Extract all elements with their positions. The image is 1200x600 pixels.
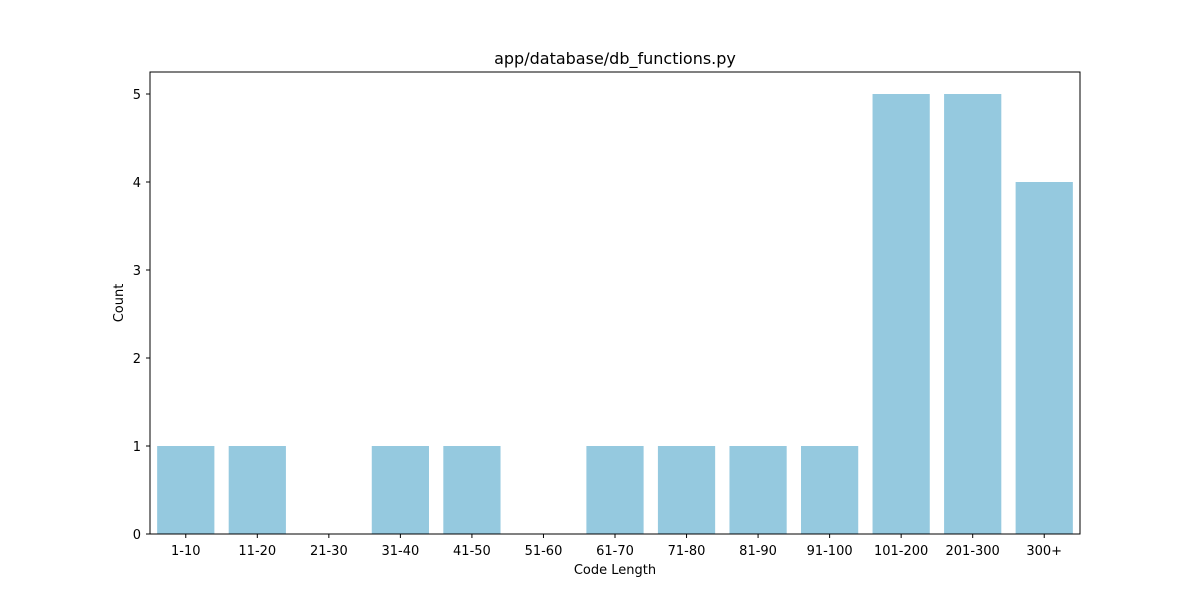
bar-300+ xyxy=(1015,182,1073,534)
bar-71-80 xyxy=(657,446,716,534)
x-tick-label: 300+ xyxy=(1026,544,1062,559)
y-tick-label: 2 xyxy=(133,352,141,367)
x-tick-label: 61-70 xyxy=(596,544,634,559)
y-tick-label: 4 xyxy=(133,176,141,191)
bar-101-200 xyxy=(872,94,930,534)
y-tick-label: 3 xyxy=(133,264,141,279)
y-tick-label: 1 xyxy=(133,440,141,455)
bar-61-70 xyxy=(586,446,644,534)
bar-41-50 xyxy=(443,446,501,534)
x-tick-label: 41-50 xyxy=(453,544,491,559)
x-tick-label: 91-100 xyxy=(807,544,853,559)
chart-title: app/database/db_functions.py xyxy=(494,49,736,69)
bar-11-20 xyxy=(228,446,286,534)
bar-201-300 xyxy=(944,94,1002,534)
x-axis: 1-10 11-20 21-30 31-40 41-50 51-60 61-70 71-80 8… xyxy=(171,534,1062,559)
x-tick-label: 51-60 xyxy=(525,544,563,559)
x-tick-label: 21-30 xyxy=(310,544,348,559)
y-axis-label: Count xyxy=(112,284,127,323)
bar-1-10 xyxy=(157,446,215,534)
bar-91-100 xyxy=(801,446,859,534)
bar-81-90 xyxy=(729,446,787,534)
y-axis: 0 1 2 3 4 5 xyxy=(133,88,150,543)
x-tick-label: 1-10 xyxy=(171,544,201,559)
x-tick-label: 101-200 xyxy=(874,544,928,559)
x-tick-label: 31-40 xyxy=(381,544,419,559)
bars-group xyxy=(157,94,1073,534)
x-tick-label: 81-90 xyxy=(739,544,777,559)
bar-31-40 xyxy=(371,446,429,534)
y-tick-label: 5 xyxy=(133,88,141,103)
x-axis-label: Code Length xyxy=(574,563,656,578)
x-tick-label: 11-20 xyxy=(238,544,276,559)
x-tick-label: 201-300 xyxy=(946,544,1000,559)
x-tick-label: 71-80 xyxy=(668,544,706,559)
y-tick-label: 0 xyxy=(133,528,141,543)
